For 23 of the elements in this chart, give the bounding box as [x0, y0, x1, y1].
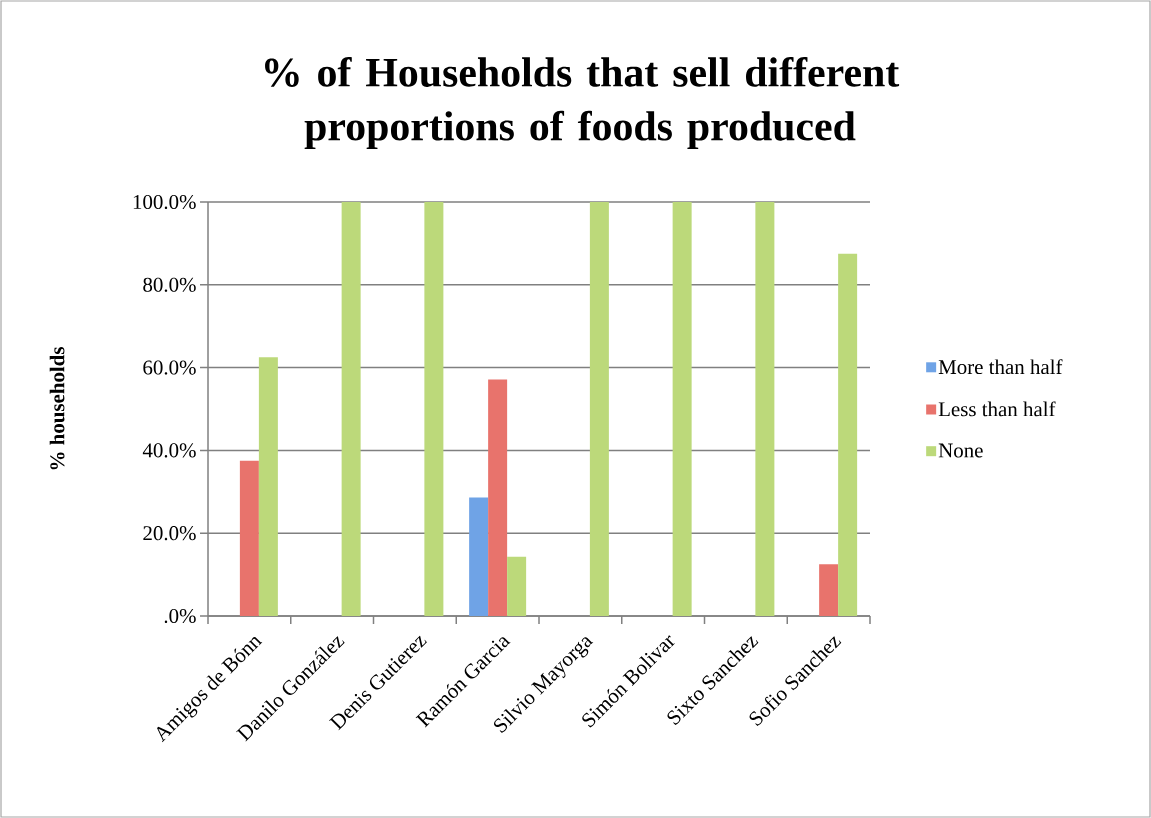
bar	[341, 201, 361, 616]
bar	[239, 460, 259, 616]
bar	[755, 201, 775, 616]
bar	[469, 497, 489, 616]
bar	[258, 357, 278, 616]
legend-label: More than half	[938, 359, 1063, 375]
bar	[589, 201, 609, 616]
bar	[507, 556, 527, 616]
chart-title: % of Households that sell different proportions of foods produced	[265, 56, 900, 150]
bar	[838, 253, 858, 616]
y-tick-label: 40.0%	[142, 443, 196, 458]
y-tick-label: 80.0%	[143, 277, 196, 292]
legend-label: Less than half	[938, 401, 1056, 417]
y-tick-label: 20.0%	[143, 526, 196, 541]
bar	[672, 201, 692, 616]
y-tick-label: 60.0%	[143, 360, 196, 375]
legend-label: None	[938, 443, 983, 458]
bar	[488, 379, 508, 616]
bar	[424, 201, 444, 616]
y-tick-label: .0%	[164, 608, 196, 624]
bar	[819, 564, 839, 616]
y-axis-title: % households	[49, 347, 65, 470]
y-tick-label: 100.0%	[133, 194, 196, 210]
